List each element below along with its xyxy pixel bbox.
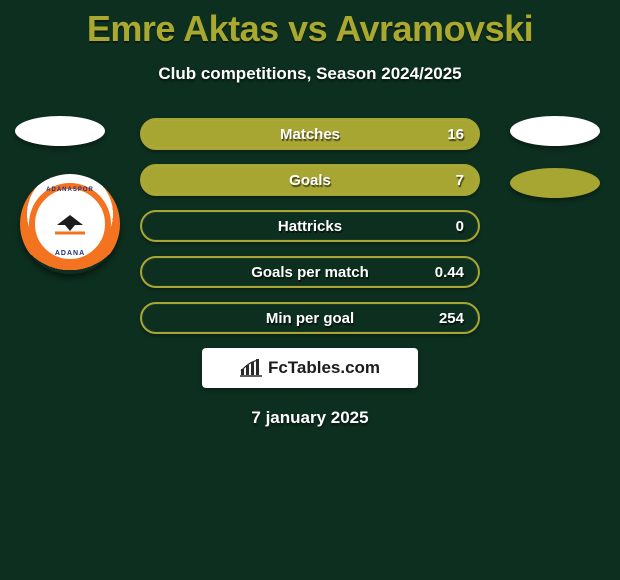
stat-bar-label: Hattricks (142, 218, 478, 235)
player-right-placeholder-2 (510, 168, 600, 198)
stat-bar-value: 0 (456, 218, 464, 235)
stat-bar-label: Goals (142, 172, 478, 189)
date-text: 7 january 2025 (0, 408, 620, 428)
club-badge-bottom-text: ADANA (55, 250, 85, 257)
brand-plate: FcTables.com (202, 348, 418, 388)
bar-chart-icon (240, 359, 262, 377)
stat-bars: Matches16 Goals7 Hattricks0 Goals per match… (140, 118, 480, 334)
stat-bar: Hattricks0 (140, 210, 480, 242)
player-left-placeholder (15, 116, 105, 146)
stat-bar-label: Matches (142, 126, 478, 143)
club-badge: ADANASPOR ADANA (20, 174, 120, 274)
comparison-infographic: Emre Aktas vs Avramovski Club competitio… (0, 0, 620, 580)
brand-text: FcTables.com (268, 358, 380, 378)
stat-bar-value: 7 (456, 172, 464, 189)
stat-bar-value: 16 (447, 126, 464, 143)
stat-bar: Goals7 (140, 164, 480, 196)
subtitle: Club competitions, Season 2024/2025 (0, 64, 620, 84)
eagle-icon (53, 213, 87, 235)
stat-bar: Matches16 (140, 118, 480, 150)
stat-bar: Goals per match0.44 (140, 256, 480, 288)
club-badge-inner: ADANASPOR ADANA (29, 183, 111, 265)
stat-bar-label: Goals per match (142, 264, 478, 281)
club-badge-top-text: ADANASPOR (35, 187, 105, 193)
stat-bar-label: Min per goal (142, 310, 478, 327)
page-title: Emre Aktas vs Avramovski (0, 0, 620, 50)
content-area: ADANASPOR ADANA Matches16 Goals7 Hattricks… (0, 118, 620, 334)
stat-bar-value: 0.44 (435, 264, 464, 281)
player-right-placeholder-1 (510, 116, 600, 146)
stat-bar: Min per goal254 (140, 302, 480, 334)
stat-bar-value: 254 (439, 310, 464, 327)
